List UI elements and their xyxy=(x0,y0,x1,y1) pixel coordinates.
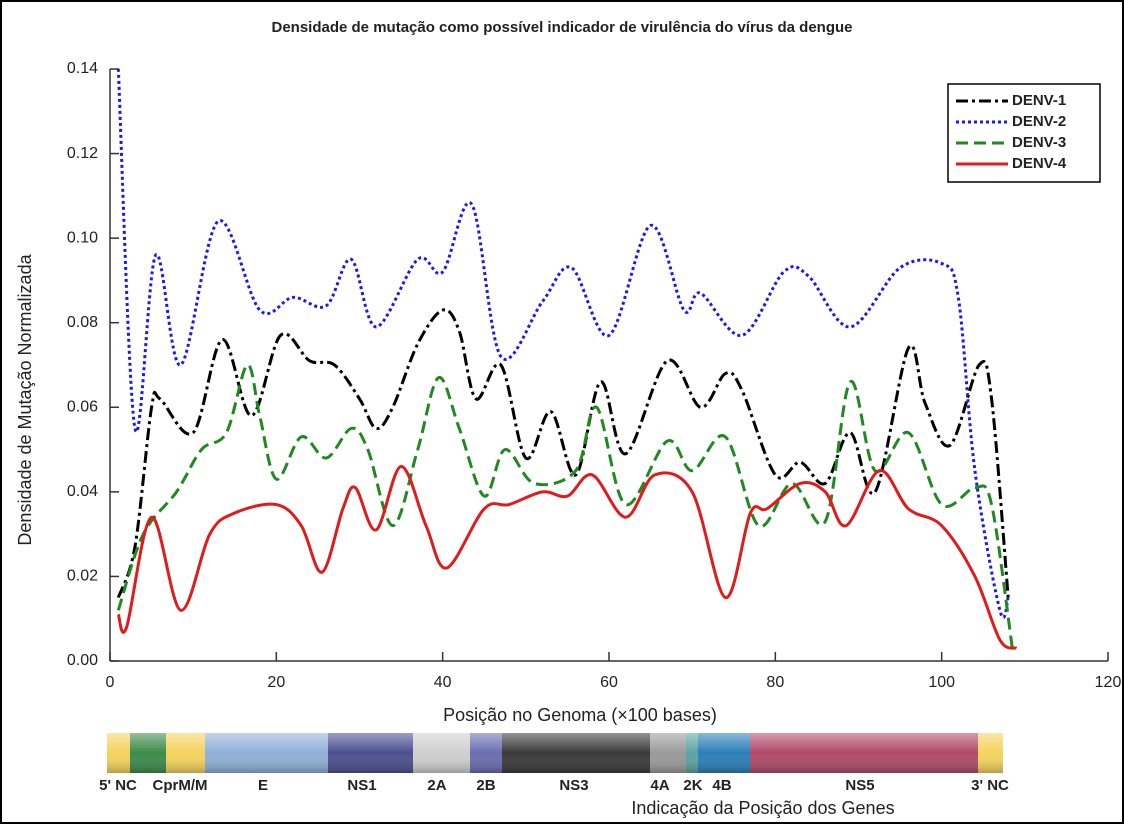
gene-label: 4A xyxy=(650,777,669,794)
x-tick-label: 20 xyxy=(267,674,285,691)
gene-label: NS1 xyxy=(347,777,376,794)
legend-label: DENV-2 xyxy=(1012,113,1066,130)
gene-label: 2A xyxy=(427,777,446,794)
y-tick-label: 0.10 xyxy=(67,229,98,246)
y-tick-label: 0.06 xyxy=(67,399,98,416)
legend-label: DENV-1 xyxy=(1012,92,1066,109)
y-tick-label: 0.00 xyxy=(67,652,98,669)
gene-label: 4B xyxy=(712,777,731,794)
gene-label: 5' NC xyxy=(99,777,137,794)
x-tick-label: 0 xyxy=(106,674,115,691)
x-axis-label: Posição no Genoma (×100 bases) xyxy=(443,705,717,725)
x-tick-label: 60 xyxy=(600,674,618,691)
gene-label: 2B xyxy=(476,777,495,794)
x-tick-label: 80 xyxy=(766,674,784,691)
x-tick-label: 40 xyxy=(434,674,452,691)
y-tick-label: 0.14 xyxy=(67,60,98,77)
chart-title: Densidade de mutação como possível indic… xyxy=(272,19,853,36)
y-tick-label: 0.02 xyxy=(67,568,98,585)
y-axis-label: Densidade de Mutação Normalizada xyxy=(15,253,35,545)
y-tick-label: 0.12 xyxy=(67,145,98,162)
gene-label: 2K xyxy=(683,777,702,794)
y-tick-label: 0.08 xyxy=(67,314,98,331)
gene-map-title: Indicação da Posição dos Genes xyxy=(631,798,894,818)
gene-label: NS3 xyxy=(559,777,588,794)
chart: Densidade de mutação como possível indic… xyxy=(0,0,1124,824)
legend-label: DENV-3 xyxy=(1012,134,1066,151)
gene-bar xyxy=(107,733,1003,773)
x-tick-label: 100 xyxy=(928,674,955,691)
gene-label: 3' NC xyxy=(971,777,1009,794)
y-tick-label: 0.04 xyxy=(67,483,98,500)
gene-label: E xyxy=(258,777,268,794)
gene-label: NS5 xyxy=(845,777,874,794)
legend-label: DENV-4 xyxy=(1012,155,1067,172)
gene-label: CprM/M xyxy=(153,777,208,794)
x-tick-label: 120 xyxy=(1095,674,1122,691)
